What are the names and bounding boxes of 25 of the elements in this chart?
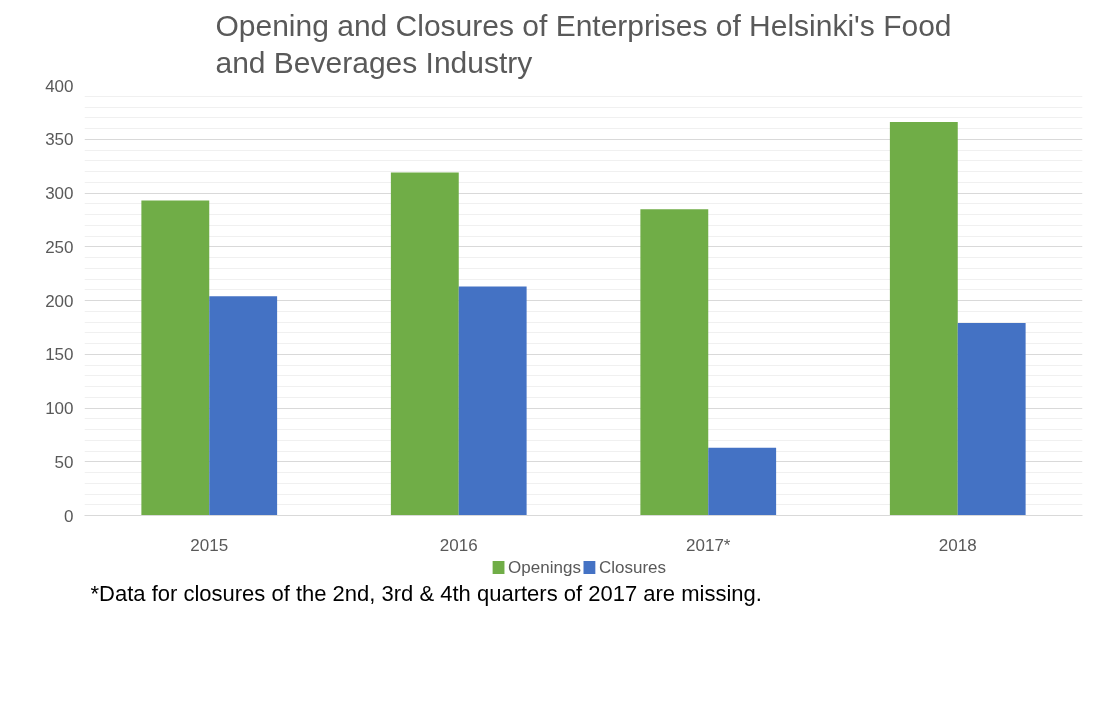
bar — [209, 296, 278, 516]
bar — [390, 172, 459, 516]
y-tick-label: 350 — [45, 130, 74, 150]
x-tick-label: 2016 — [439, 535, 478, 555]
x-tick-label: 2017* — [686, 535, 731, 555]
y-tick-label: 150 — [45, 345, 74, 365]
y-tick-label: 50 — [54, 452, 74, 472]
y-tick-label: 250 — [45, 237, 74, 257]
bar — [141, 200, 210, 516]
y-tick-label: 100 — [45, 399, 74, 418]
y-tick-label: 0 — [64, 506, 74, 526]
bar — [458, 286, 527, 516]
x-tick-label: 2018 — [938, 535, 977, 555]
bar — [640, 209, 709, 516]
legend-label: Closures — [598, 558, 667, 577]
legend-label: Openings — [508, 558, 581, 577]
chart-title: Opening and Closures of Enterprises of Helsinki's Food and Beverages Industry — [215, 8, 952, 80]
bar — [889, 122, 958, 516]
y-tick-label: 400 — [45, 76, 74, 96]
y-tick-label: 300 — [45, 184, 74, 203]
y-tick-label: 200 — [45, 291, 74, 311]
bar — [708, 447, 777, 516]
bar — [957, 323, 1026, 516]
text: *Data for closures of the 2nd, 3rd & 4th quarters of 2017 are missing. — [90, 580, 762, 606]
x-tick-label: 2015 — [190, 535, 229, 555]
